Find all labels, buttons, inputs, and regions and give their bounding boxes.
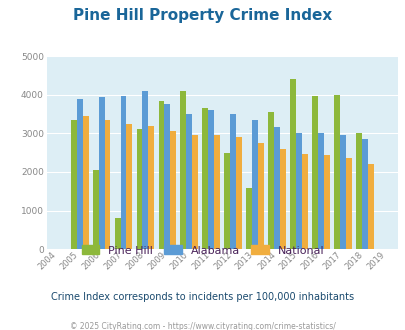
Bar (192, 135, 198, 249)
Bar (301, 153, 307, 249)
Bar (214, 135, 220, 249)
Bar (279, 149, 286, 249)
Bar (252, 120, 258, 249)
Bar (186, 114, 192, 249)
Bar (361, 139, 367, 249)
Bar (104, 120, 110, 249)
Bar (142, 91, 148, 249)
Bar (180, 91, 186, 249)
Bar (295, 133, 301, 249)
Text: Crime Index corresponds to incidents per 100,000 inhabitants: Crime Index corresponds to incidents per… (51, 292, 354, 302)
Bar (77, 99, 82, 249)
Bar (273, 127, 279, 249)
Bar (290, 79, 295, 249)
Bar (339, 135, 345, 249)
Bar (164, 104, 170, 249)
Bar (317, 133, 323, 249)
Bar (202, 108, 208, 249)
Text: © 2025 CityRating.com - https://www.cityrating.com/crime-statistics/: © 2025 CityRating.com - https://www.city… (70, 322, 335, 330)
Bar (323, 154, 329, 249)
Legend: Pine Hill, Alabama, National: Pine Hill, Alabama, National (77, 241, 328, 260)
Bar (170, 131, 176, 249)
Bar (148, 126, 154, 249)
Bar (224, 152, 230, 249)
Bar (70, 120, 77, 249)
Text: Pine Hill Property Crime Index: Pine Hill Property Crime Index (73, 8, 332, 23)
Bar (120, 96, 126, 249)
Bar (230, 114, 236, 249)
Bar (246, 188, 252, 249)
Bar (367, 164, 373, 249)
Bar (158, 101, 164, 249)
Bar (236, 137, 241, 249)
Bar (268, 112, 273, 249)
Bar (114, 218, 120, 249)
Bar (82, 116, 88, 249)
Bar (311, 96, 317, 249)
Bar (136, 129, 142, 249)
Bar (258, 143, 263, 249)
Bar (345, 158, 351, 249)
Bar (126, 124, 132, 249)
Bar (208, 110, 214, 249)
Bar (355, 133, 361, 249)
Bar (98, 97, 104, 249)
Bar (92, 170, 98, 249)
Bar (333, 95, 339, 249)
